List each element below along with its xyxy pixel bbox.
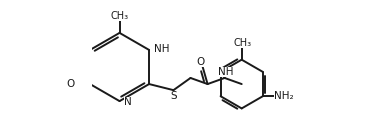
Text: O: O <box>67 79 75 89</box>
Text: CH₃: CH₃ <box>110 11 129 21</box>
Text: NH₂: NH₂ <box>274 91 293 101</box>
Text: S: S <box>170 91 177 101</box>
Text: NH: NH <box>218 67 234 77</box>
Text: O: O <box>196 57 204 67</box>
Text: CH₃: CH₃ <box>234 38 252 48</box>
Text: N: N <box>124 97 132 107</box>
Text: NH: NH <box>154 44 169 54</box>
